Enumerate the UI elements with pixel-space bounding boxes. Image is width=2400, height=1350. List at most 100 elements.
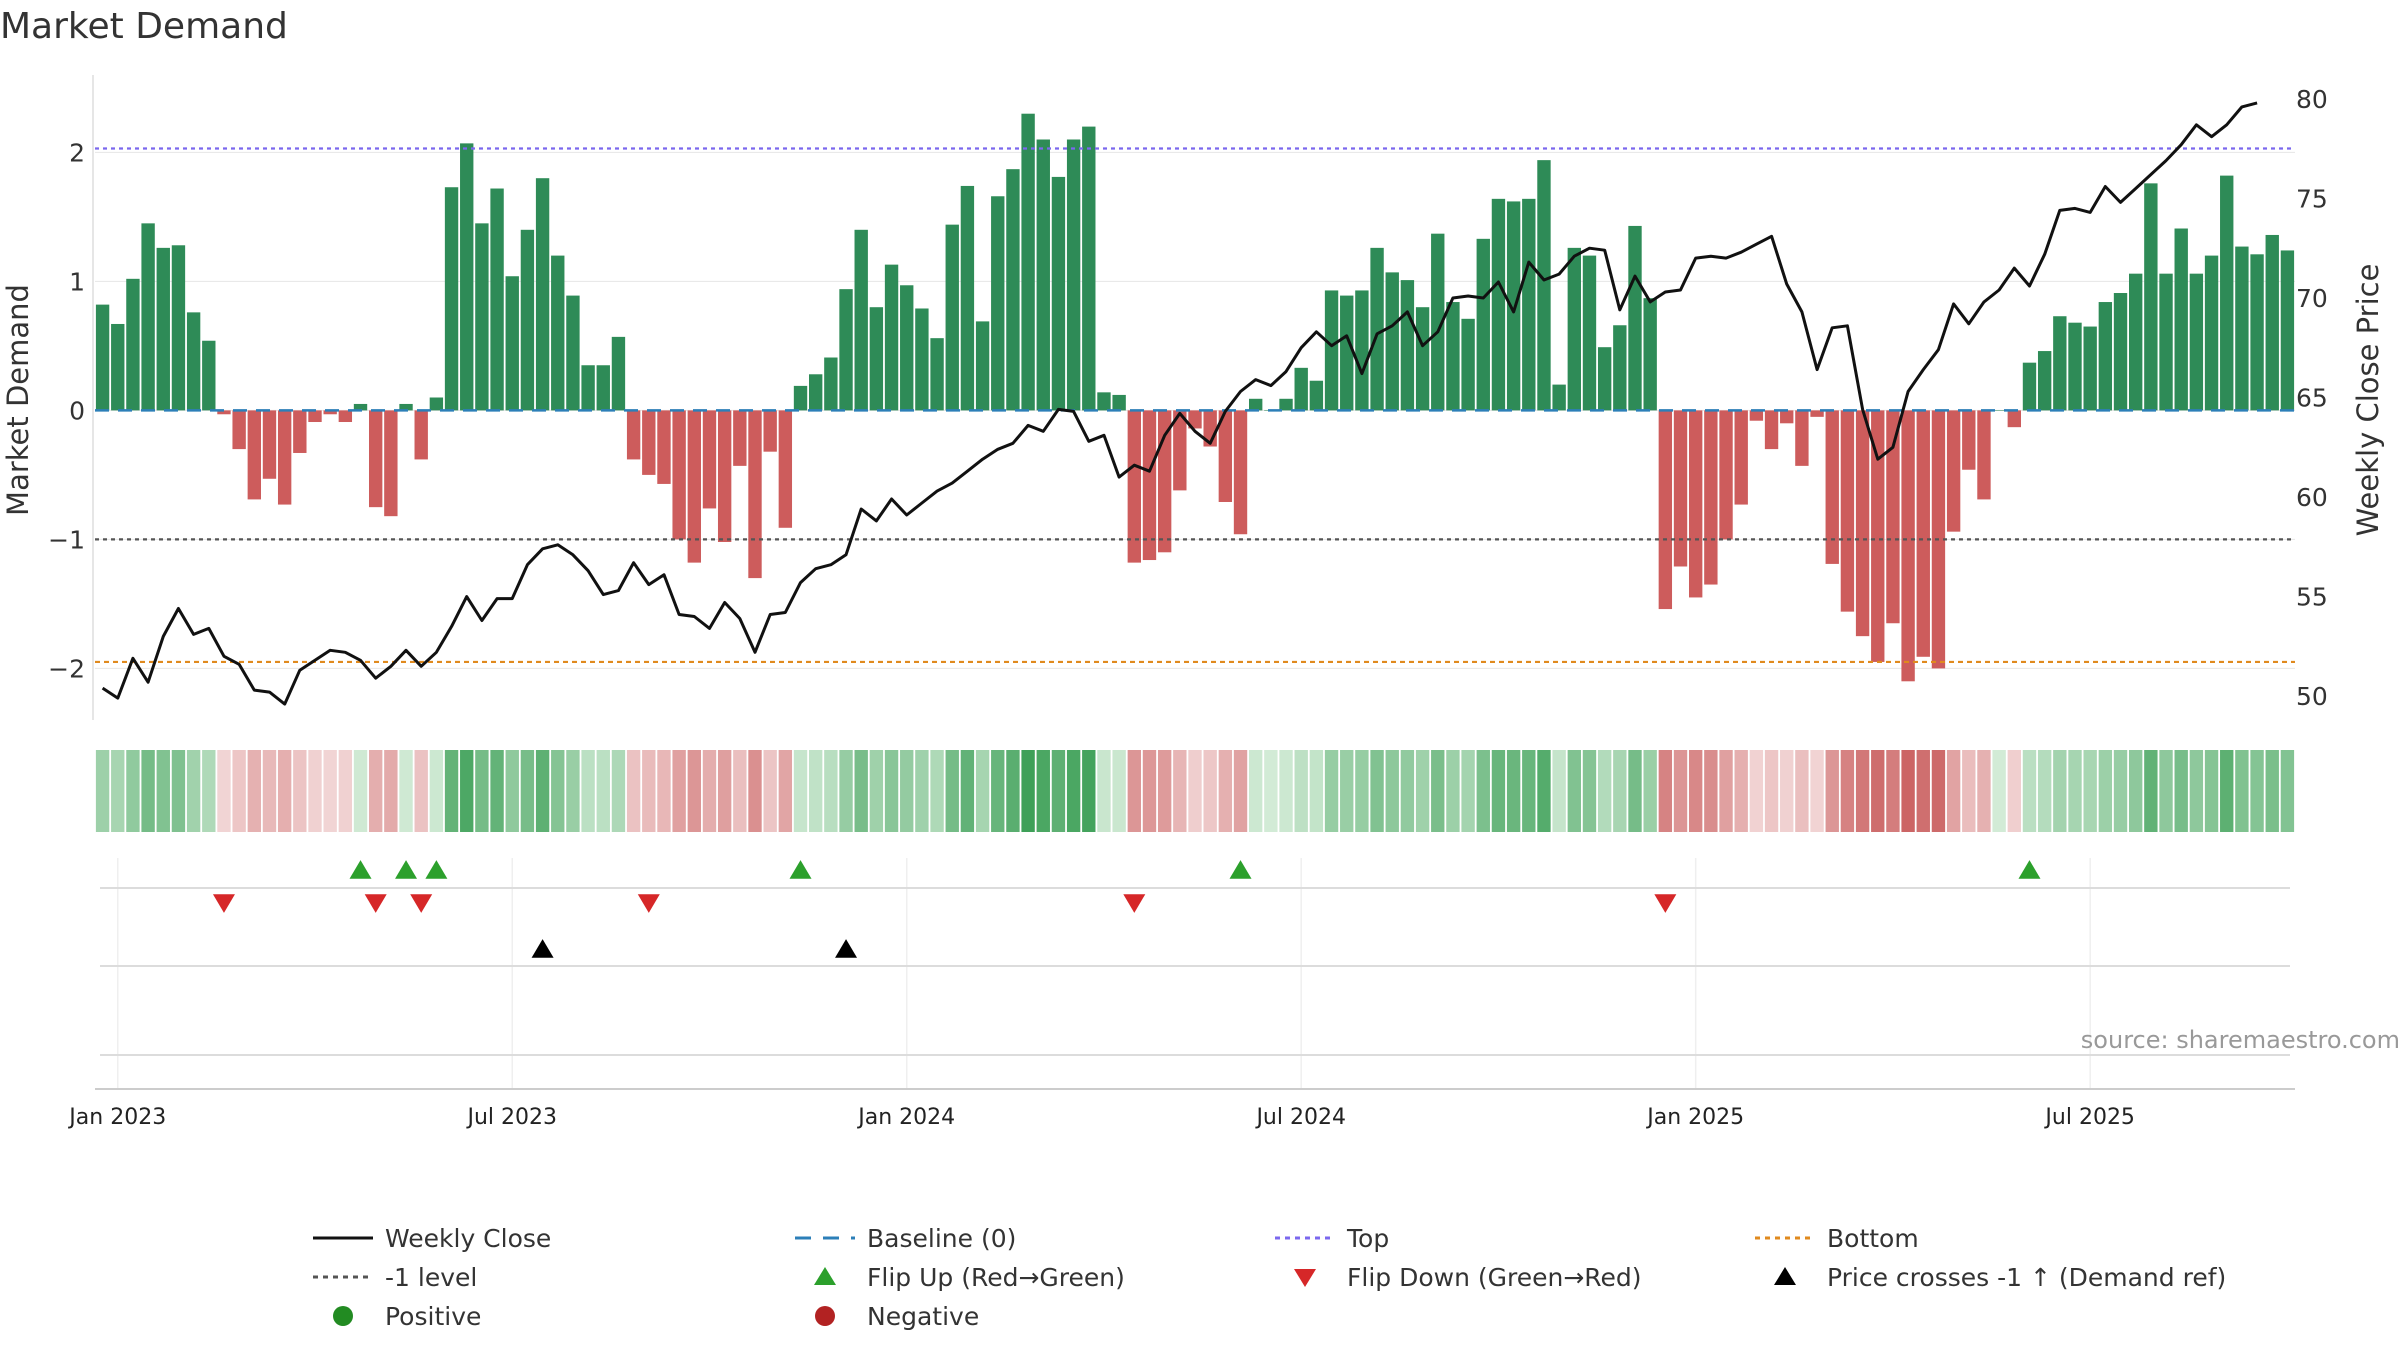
demand-bar-positive — [1370, 247, 1384, 411]
demand-bar-positive — [156, 247, 170, 411]
heat-cell — [369, 750, 383, 832]
flip-down-marker — [364, 894, 387, 913]
heat-cell — [642, 750, 656, 832]
flip-up-marker — [425, 860, 448, 879]
demand-bar-positive — [1431, 233, 1445, 411]
demand-bar-positive — [900, 285, 914, 411]
heat-cell — [717, 750, 732, 832]
demand-bar-positive — [1112, 394, 1126, 411]
legend-label: Positive — [385, 1302, 481, 1331]
demand-bar-positive — [429, 397, 444, 411]
legend-item-baseline: Baseline (0) — [795, 1224, 1016, 1253]
heat-cell — [444, 750, 459, 832]
heat-cell — [733, 750, 747, 832]
demand-bar-positive — [1279, 398, 1293, 411]
legend-item-positive: Positive — [333, 1302, 481, 1331]
heat-cell — [854, 750, 868, 832]
demand-bar-positive — [1643, 298, 1657, 411]
heat-cell — [1886, 750, 1900, 832]
demand-bar-negative — [1673, 410, 1688, 567]
flip-down-marker — [1123, 894, 1146, 913]
demand-bar-negative — [717, 410, 732, 542]
heat-cell — [1066, 750, 1081, 832]
demand-bar-negative — [1764, 410, 1779, 450]
heat-cell — [2098, 750, 2113, 832]
heat-cell — [2250, 750, 2264, 832]
heat-cell — [1825, 750, 1839, 832]
demand-bar-positive — [809, 374, 823, 411]
heat-cell — [1628, 750, 1642, 832]
demand-bar-positive — [2174, 228, 2188, 411]
demand-bar-positive — [399, 403, 413, 411]
heat-cell — [2022, 750, 2037, 832]
demand-bar-positive — [596, 365, 610, 411]
demand-bar-negative — [1962, 410, 1976, 470]
heat-cell — [915, 750, 929, 832]
demand-bar-negative — [217, 410, 231, 415]
legend-item-top: Top — [1275, 1224, 1389, 1253]
demand-bar-negative — [1871, 410, 1885, 662]
demand-bar-positive — [991, 196, 1005, 411]
price-cross-marker — [531, 939, 554, 958]
demand-bar-negative — [1946, 410, 1961, 532]
heat-cell — [156, 750, 170, 832]
heat-cell — [1415, 750, 1430, 832]
demand-bar-positive — [884, 264, 899, 411]
flip-down-marker — [212, 894, 235, 913]
heat-cell — [1946, 750, 1961, 832]
heat-cell — [2204, 750, 2219, 832]
heat-cell — [2129, 750, 2143, 832]
legend-item-weekly-close: Weekly Close — [313, 1224, 551, 1253]
demand-bar-negative — [247, 410, 261, 500]
demand-bar-negative — [1749, 410, 1764, 421]
demand-bar-negative — [1233, 410, 1248, 535]
heat-cell — [338, 750, 353, 832]
flip-up-marker — [349, 860, 372, 879]
heat-cell — [1871, 750, 1885, 832]
demand-bar-negative — [1734, 410, 1748, 505]
heat-cell — [1294, 750, 1308, 832]
heat-cell — [535, 750, 550, 832]
heat-cell — [1082, 750, 1096, 832]
demand-bar-positive — [1992, 410, 2006, 411]
flip-down-marker — [637, 894, 660, 913]
demand-bar-positive — [1324, 290, 1339, 411]
heat-cell — [475, 750, 489, 832]
demand-bar-positive — [1036, 139, 1050, 411]
heat-cell — [2174, 750, 2188, 832]
heat-cell — [1233, 750, 1248, 832]
legend-label: Negative — [867, 1302, 979, 1331]
demand-bar-positive — [1309, 380, 1324, 411]
heat-cell — [1506, 750, 1521, 832]
heat-cell — [1992, 750, 2006, 832]
heat-cell — [2220, 750, 2234, 832]
demand-bar-negative — [1810, 410, 1824, 417]
heat-cell — [1097, 750, 1111, 832]
heat-cell — [1446, 750, 1460, 832]
chart-title: Market Demand — [0, 6, 288, 47]
demand-bar-positive — [1051, 176, 1066, 411]
heat-cell — [1764, 750, 1779, 832]
demand-bar-positive — [111, 323, 125, 411]
heat-cell — [991, 750, 1005, 832]
demand-bar-positive — [2037, 351, 2052, 411]
heat-cell — [1157, 750, 1172, 832]
heat-cell — [1643, 750, 1657, 832]
heat-cell — [1673, 750, 1688, 832]
y-right-tick-label: 75 — [2296, 184, 2328, 213]
heat-cell — [566, 750, 580, 832]
demand-bar-positive — [2022, 362, 2037, 411]
heat-cell — [1567, 750, 1581, 832]
heat-cell — [1461, 750, 1475, 832]
heat-cell — [2235, 750, 2249, 832]
heat-cell — [232, 750, 246, 832]
heat-cell — [1188, 750, 1202, 832]
heat-cell — [1855, 750, 1870, 832]
heat-cell — [1324, 750, 1339, 832]
demand-bar-positive — [2083, 326, 2097, 411]
demand-bar-positive — [2265, 234, 2279, 411]
heat-cell — [1597, 750, 1612, 832]
heat-cell — [2159, 750, 2173, 832]
demand-bar-positive — [186, 312, 201, 411]
heat-cell — [262, 750, 277, 832]
